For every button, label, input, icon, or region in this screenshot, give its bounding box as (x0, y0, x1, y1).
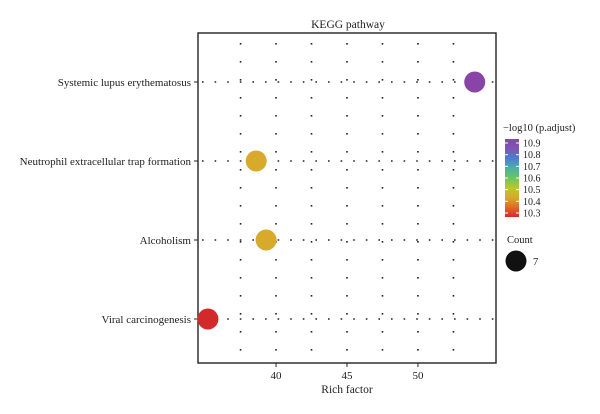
data-point (255, 229, 277, 251)
x-tick-label: 45 (342, 370, 354, 382)
legend: −log10 (p.adjust)10.910.810.710.610.510.… (503, 123, 576, 272)
y-category-label: Systemic lupus erythematosus (58, 77, 191, 89)
x-axis: 40 45 50 (271, 363, 424, 382)
data-point (464, 71, 486, 93)
data-point (197, 308, 219, 330)
data-points (197, 71, 486, 330)
size-legend-title: Count (507, 235, 533, 246)
y-axis: Systemic lupus erythematosus Neutrophil e… (20, 77, 198, 326)
colorbar-tick-label: 10.8 (523, 150, 541, 161)
x-tick-label: 50 (412, 370, 424, 382)
colorbar-tick-label: 10.4 (523, 197, 541, 208)
y-category-label: Viral carcinogenesis (102, 314, 191, 326)
y-category-label: Alcoholism (140, 235, 192, 247)
y-category-label: Neutrophil extracellular trap formation (20, 156, 192, 168)
colorbar-tick-label: 10.6 (523, 174, 541, 185)
colorbar-tick-label: 10.5 (523, 185, 541, 196)
size-legend-label: 7 (533, 257, 538, 268)
x-tick-label: 40 (271, 370, 283, 382)
color-legend-title: −log10 (p.adjust) (503, 123, 576, 134)
data-point (245, 150, 267, 172)
size-legend-dot (505, 250, 527, 272)
chart-title: KEGG pathway (311, 19, 385, 31)
colorbar-tick-label: 10.7 (523, 162, 541, 173)
x-axis-label: Rich factor (321, 384, 373, 396)
grid (202, 43, 494, 357)
colorbar (505, 139, 519, 217)
colorbar-tick-label: 10.9 (523, 139, 541, 150)
colorbar-tick-label: 10.3 (523, 209, 541, 220)
